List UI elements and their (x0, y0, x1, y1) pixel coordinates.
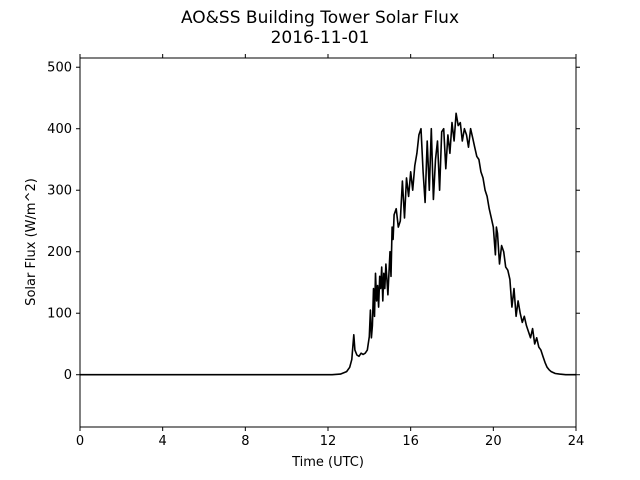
plot-frame (79, 57, 577, 428)
x-tick-label: 12 (320, 434, 337, 449)
series-line-solar-flux (80, 112, 576, 376)
ticks-layer: 0 4 8 12 16 20 24 0 100 200 300 400 500 (47, 54, 584, 449)
y-axis-label: Solar Flux (W/m^2) (24, 178, 39, 306)
chart-subtitle: 2016-11-01 (270, 28, 370, 48)
y-tick-label: 200 (47, 245, 72, 260)
chart-title: AO&SS Building Tower Solar Flux (180, 8, 460, 28)
x-tick-label: 4 (159, 434, 167, 449)
x-tick-label: 20 (485, 434, 502, 449)
y-tick-label: 100 (47, 307, 72, 322)
x-tick-label: 0 (76, 434, 84, 449)
y-tick-label: 400 (47, 122, 72, 137)
y-tick-label: 300 (47, 184, 72, 199)
x-axis-label: Time (UTC) (291, 455, 364, 470)
y-tick-label: 0 (64, 368, 72, 383)
y-tick-label: 500 (47, 61, 72, 76)
x-tick-label: 8 (241, 434, 249, 449)
x-tick-label: 24 (568, 434, 585, 449)
x-tick-label: 16 (402, 434, 419, 449)
